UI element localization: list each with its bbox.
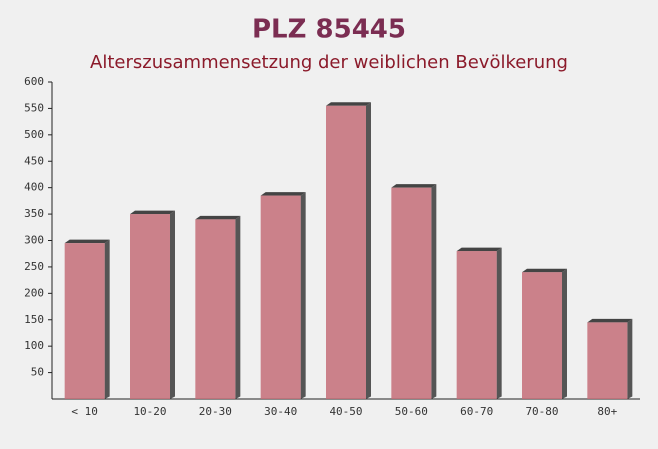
bar-top [260,192,306,196]
bar-top [195,215,241,220]
bar [260,195,301,399]
bar-side [627,318,633,399]
bar-side [300,192,306,399]
bar [326,105,366,400]
x-tick-label: 50-60 [395,405,428,418]
bar-side [496,247,502,399]
bar [522,272,562,399]
y-tick-label: 350 [24,207,44,220]
bar-side [235,215,241,399]
x-tick-label: 30-40 [264,405,297,418]
x-tick-label: 80+ [597,405,617,418]
x-tick-label: 70-80 [525,405,558,418]
y-tick-label: 300 [24,234,44,247]
y-tick-label: 100 [24,339,44,352]
y-tick-label: 550 [24,101,44,114]
bar-side [104,239,110,399]
bar-side [366,102,371,400]
y-tick-label: 50 [31,366,44,379]
bar-side [431,184,437,399]
bar [587,322,628,399]
x-tick-label: < 10 [71,405,98,418]
x-tick-label: 20-30 [199,405,232,418]
y-tick-label: 250 [24,260,44,273]
x-tick-label: 60-70 [460,405,493,418]
x-tick-label: 10-20 [133,405,166,418]
x-tick-label: 40-50 [329,405,362,418]
bar [64,243,105,399]
y-tick-label: 450 [24,154,44,167]
y-tick-label: 600 [24,75,44,88]
y-tick-label: 200 [24,286,44,299]
bar-top [130,210,175,215]
bar-side [170,210,175,399]
bar [130,214,170,399]
bar-top [64,239,110,244]
bar-top [456,247,502,252]
bar-top [391,184,437,188]
bar [456,251,497,399]
chart-subtitle: Alterszusammensetzung der weiblichen Bev… [90,52,568,73]
y-tick-label: 150 [24,313,44,326]
bar-top [326,102,371,106]
bar [391,187,432,399]
y-tick-label: 500 [24,128,44,141]
bar-top [522,268,567,273]
chart-title: PLZ 85445 [252,15,406,45]
bar-side [562,268,567,399]
bar [195,219,236,399]
y-tick-label: 400 [24,181,44,194]
bar-top [587,318,633,323]
